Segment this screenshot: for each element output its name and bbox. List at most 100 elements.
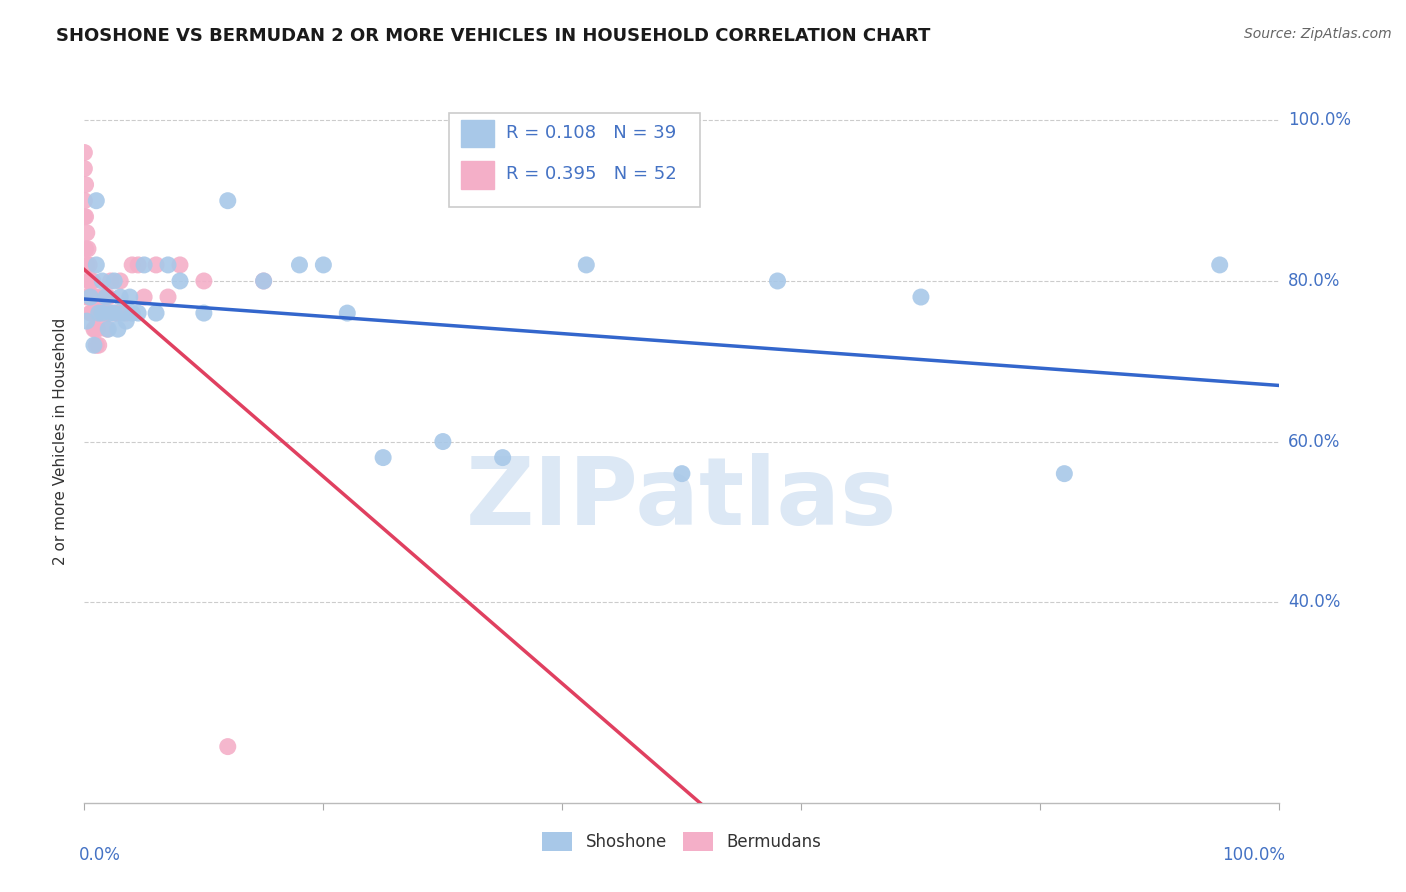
- FancyBboxPatch shape: [461, 120, 495, 147]
- Point: [80, 306, 103, 320]
- Point: [100, 306, 122, 320]
- Point: [97, 322, 120, 336]
- Point: [110, 274, 132, 288]
- Point: [100, 274, 122, 288]
- FancyBboxPatch shape: [449, 112, 700, 207]
- Point: [90, 306, 112, 320]
- Point: [76, 290, 98, 304]
- Point: [121, 258, 143, 272]
- Point: [84, 322, 107, 336]
- Point: [103, 274, 125, 288]
- Point: [103, 306, 125, 320]
- Point: [77, 242, 100, 256]
- Point: [145, 258, 167, 272]
- Point: [127, 306, 149, 320]
- Point: [118, 290, 141, 304]
- Point: [76, 258, 98, 272]
- Point: [86, 194, 108, 208]
- Point: [75, 178, 97, 192]
- Text: 40.0%: 40.0%: [1288, 593, 1340, 611]
- Point: [1053, 467, 1076, 481]
- Point: [91, 306, 114, 320]
- Point: [75, 210, 97, 224]
- Text: 60.0%: 60.0%: [1288, 433, 1340, 450]
- Point: [77, 274, 100, 288]
- Text: Source: ZipAtlas.com: Source: ZipAtlas.com: [1244, 27, 1392, 41]
- Point: [253, 274, 276, 288]
- Y-axis label: 2 or more Vehicles in Household: 2 or more Vehicles in Household: [53, 318, 69, 566]
- Point: [83, 338, 105, 352]
- Point: [87, 306, 110, 320]
- Point: [87, 338, 110, 352]
- Text: ZIPatlas: ZIPatlas: [467, 453, 897, 545]
- Text: R = 0.395   N = 52: R = 0.395 N = 52: [506, 165, 676, 183]
- Point: [93, 290, 115, 304]
- Point: [111, 306, 134, 320]
- Point: [193, 306, 215, 320]
- Point: [79, 306, 101, 320]
- Point: [288, 258, 311, 272]
- Point: [432, 434, 454, 449]
- Point: [75, 242, 97, 256]
- Point: [91, 274, 114, 288]
- Point: [87, 306, 110, 320]
- Point: [169, 274, 191, 288]
- Point: [94, 306, 117, 320]
- Point: [94, 290, 117, 304]
- Point: [93, 306, 115, 320]
- Point: [79, 274, 101, 288]
- Point: [86, 338, 108, 352]
- Point: [83, 322, 105, 336]
- Point: [157, 290, 180, 304]
- Point: [492, 450, 515, 465]
- Point: [121, 306, 143, 320]
- Point: [107, 306, 129, 320]
- Point: [91, 306, 114, 320]
- Point: [77, 258, 100, 272]
- Point: [83, 290, 105, 304]
- Point: [910, 290, 932, 304]
- Point: [86, 290, 108, 304]
- Point: [97, 290, 120, 304]
- Point: [766, 274, 789, 288]
- Point: [73, 161, 96, 176]
- Point: [217, 739, 239, 754]
- Text: 100.0%: 100.0%: [1288, 112, 1351, 129]
- Point: [86, 306, 108, 320]
- Point: [80, 274, 103, 288]
- Point: [115, 314, 138, 328]
- Point: [115, 306, 138, 320]
- Text: 80.0%: 80.0%: [1288, 272, 1340, 290]
- Point: [253, 274, 276, 288]
- Point: [312, 258, 335, 272]
- Point: [82, 306, 104, 320]
- Point: [132, 290, 156, 304]
- Point: [110, 290, 132, 304]
- Point: [96, 322, 118, 336]
- Text: 100.0%: 100.0%: [1222, 847, 1285, 864]
- Point: [671, 467, 693, 481]
- Point: [103, 306, 125, 320]
- Point: [157, 258, 180, 272]
- FancyBboxPatch shape: [461, 161, 495, 189]
- Point: [193, 274, 215, 288]
- Point: [73, 210, 96, 224]
- Text: SHOSHONE VS BERMUDAN 2 OR MORE VEHICLES IN HOUSEHOLD CORRELATION CHART: SHOSHONE VS BERMUDAN 2 OR MORE VEHICLES …: [56, 27, 931, 45]
- Point: [169, 258, 191, 272]
- Point: [575, 258, 598, 272]
- Point: [79, 290, 101, 304]
- Legend: Shoshone, Bermudans: Shoshone, Bermudans: [537, 827, 827, 856]
- Point: [89, 306, 111, 320]
- Point: [86, 258, 108, 272]
- Point: [373, 450, 395, 465]
- Point: [336, 306, 359, 320]
- Point: [84, 290, 107, 304]
- Point: [86, 322, 108, 336]
- Point: [107, 322, 129, 336]
- Point: [77, 290, 100, 304]
- Point: [76, 314, 98, 328]
- Point: [82, 274, 104, 288]
- Point: [73, 194, 96, 208]
- Point: [1209, 258, 1232, 272]
- Text: R = 0.108   N = 39: R = 0.108 N = 39: [506, 124, 676, 142]
